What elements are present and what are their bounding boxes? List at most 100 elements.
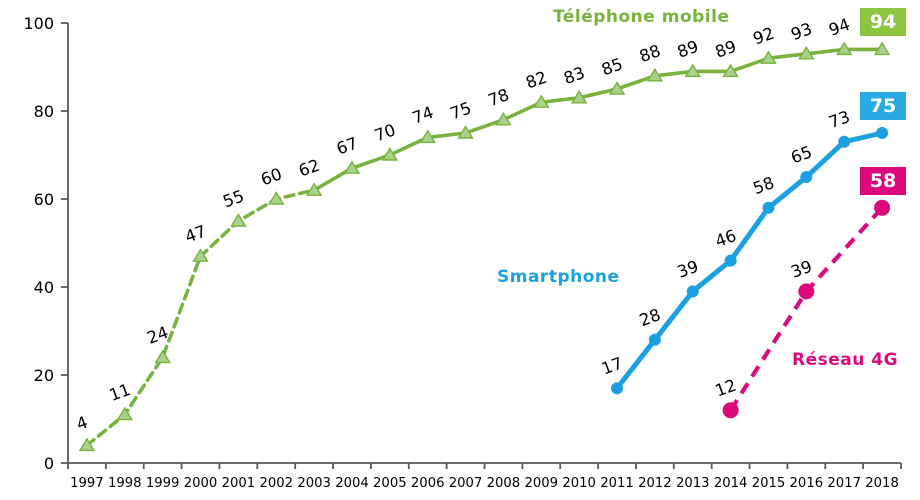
data-point-marker bbox=[835, 41, 853, 56]
data-point-marker bbox=[154, 349, 171, 364]
data-point-marker bbox=[646, 67, 664, 82]
data-point-marker bbox=[495, 111, 512, 126]
y-axis-tick-label: 60 bbox=[34, 190, 54, 209]
x-axis-tick-label: 2009 bbox=[525, 476, 559, 491]
data-point-label: 28 bbox=[637, 305, 663, 330]
data-point-marker bbox=[268, 191, 285, 205]
data-point-label: 94 bbox=[826, 15, 852, 40]
y-axis-tick-label: 100 bbox=[23, 14, 54, 33]
data-point-label: 88 bbox=[637, 41, 663, 66]
x-axis-tick-label: 2018 bbox=[865, 476, 899, 491]
data-point-marker bbox=[116, 406, 134, 421]
data-point-marker bbox=[873, 41, 891, 56]
data-point-marker bbox=[722, 63, 739, 78]
data-point-label: 60 bbox=[258, 164, 284, 189]
series-line-0 bbox=[312, 47, 884, 192]
x-axis-tick-label: 2015 bbox=[752, 476, 786, 491]
y-axis-tick-label: 0 bbox=[44, 454, 54, 473]
series-label-telephone-mobile: Téléphone mobile bbox=[553, 7, 730, 27]
data-point-label: 4 bbox=[74, 413, 90, 434]
data-point-marker bbox=[722, 402, 739, 419]
data-point-label: 83 bbox=[561, 63, 587, 88]
data-point-label: 85 bbox=[599, 54, 625, 79]
x-axis-tick-label: 2008 bbox=[487, 476, 521, 491]
data-point-label: 75 bbox=[448, 98, 474, 123]
data-point-label: 55 bbox=[220, 186, 246, 211]
data-point-label: 73 bbox=[826, 107, 852, 132]
data-point-marker bbox=[874, 199, 891, 216]
x-axis-tick-label: 2004 bbox=[335, 476, 369, 491]
data-point-marker bbox=[684, 63, 701, 78]
data-point-marker bbox=[78, 437, 96, 452]
data-point-marker bbox=[648, 333, 661, 346]
x-axis-tick-label: 2011 bbox=[600, 476, 634, 491]
x-axis-tick-label: 2005 bbox=[373, 476, 407, 491]
data-point-marker bbox=[608, 81, 626, 95]
y-axis-tick-label: 80 bbox=[34, 102, 54, 121]
x-axis-tick-label: 2007 bbox=[449, 476, 483, 491]
data-point-marker bbox=[800, 171, 813, 183]
series-label-reseau-4g: Réseau 4G bbox=[792, 350, 899, 370]
data-point-label: 62 bbox=[296, 156, 322, 181]
data-point-marker bbox=[533, 94, 550, 108]
data-point-label: 93 bbox=[788, 19, 814, 44]
x-axis-tick-label: 2002 bbox=[259, 476, 293, 491]
data-point-marker bbox=[343, 160, 361, 174]
data-point-label: 92 bbox=[750, 24, 776, 49]
series-line-1 bbox=[614, 130, 885, 391]
data-point-marker bbox=[570, 89, 588, 104]
data-point-label: 58 bbox=[750, 173, 776, 198]
data-point-label: 74 bbox=[410, 103, 436, 128]
data-point-marker bbox=[381, 147, 399, 161]
end-value-badge-smartphone: 75 bbox=[860, 92, 907, 120]
x-axis-tick-label: 2010 bbox=[562, 476, 596, 491]
data-point-label: 39 bbox=[675, 257, 701, 282]
series-line-2 bbox=[728, 206, 884, 412]
data-point-label: 46 bbox=[713, 226, 739, 251]
y-axis-tick-label: 20 bbox=[34, 366, 54, 385]
data-point-marker bbox=[760, 50, 777, 64]
data-point-label: 89 bbox=[713, 37, 739, 62]
data-point-label: 82 bbox=[523, 68, 549, 93]
data-point-label: 12 bbox=[713, 376, 739, 401]
x-axis-tick-label: 2016 bbox=[790, 476, 824, 491]
x-axis-tick-label: 2006 bbox=[411, 476, 445, 491]
data-point-label: 47 bbox=[183, 222, 209, 247]
data-point-marker bbox=[230, 213, 247, 227]
data-point-label: 17 bbox=[599, 354, 625, 379]
x-axis-tick-label: 2013 bbox=[676, 476, 710, 491]
x-axis-tick-label: 1997 bbox=[70, 476, 104, 491]
data-point-marker bbox=[798, 283, 815, 300]
data-point-label: 39 bbox=[788, 257, 814, 282]
x-axis-tick-label: 2017 bbox=[827, 476, 861, 491]
x-axis-tick-label: 2001 bbox=[222, 476, 256, 491]
data-point-label: 67 bbox=[334, 134, 360, 159]
data-point-marker bbox=[457, 125, 474, 139]
data-point-marker bbox=[305, 182, 323, 196]
data-point-label: 89 bbox=[675, 37, 701, 62]
data-point-marker bbox=[838, 135, 851, 148]
x-axis-tick-label: 2014 bbox=[714, 476, 748, 491]
data-point-label: 70 bbox=[372, 120, 398, 145]
data-point-marker bbox=[762, 201, 775, 214]
end-value-badge-reseau-4g: 58 bbox=[860, 166, 907, 195]
series-label-smartphone: Smartphone bbox=[497, 267, 620, 287]
data-point-marker bbox=[876, 127, 889, 139]
data-point-label: 24 bbox=[145, 323, 171, 348]
x-axis-tick-label: 2000 bbox=[184, 476, 218, 491]
data-point-label: 78 bbox=[485, 85, 511, 110]
x-axis-tick-label: 1998 bbox=[108, 476, 142, 491]
data-point-marker bbox=[611, 382, 624, 395]
data-point-marker bbox=[686, 285, 699, 298]
x-axis-tick-label: 2003 bbox=[297, 476, 331, 491]
x-axis-tick-label: 2012 bbox=[638, 476, 672, 491]
data-point-marker bbox=[419, 129, 436, 144]
data-point-marker bbox=[798, 45, 815, 60]
data-point-marker bbox=[724, 254, 737, 267]
data-point-marker bbox=[192, 248, 209, 262]
y-axis-tick-label: 40 bbox=[34, 278, 54, 297]
x-axis-tick-label: 1999 bbox=[146, 476, 180, 491]
data-point-label: 65 bbox=[788, 142, 814, 167]
